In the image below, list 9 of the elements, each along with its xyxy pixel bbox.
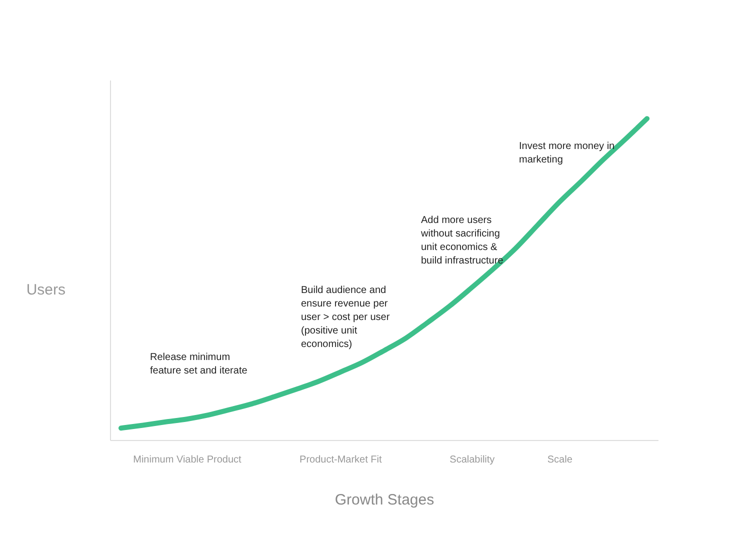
y-axis-title: Users bbox=[26, 282, 66, 298]
x-axis-title: Growth Stages bbox=[334, 492, 434, 508]
annotation: Build audience and ensure revenue per user > cost per user (positive unit economics) bbox=[301, 285, 390, 350]
x-tick-label: Product-Market Fit bbox=[300, 454, 382, 466]
x-tick-label: Scale bbox=[547, 454, 573, 466]
annotation: Release minimum feature set and iterate bbox=[150, 352, 248, 376]
x-tick-label: Scalability bbox=[450, 454, 495, 466]
annotation: Invest more money in marketing bbox=[519, 141, 615, 166]
x-tick-label: Minimum Viable Product bbox=[133, 454, 242, 466]
